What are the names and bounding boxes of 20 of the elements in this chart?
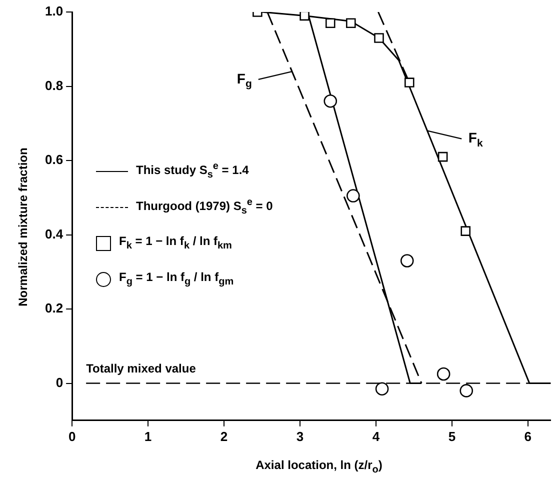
y-tick-label: 0.2 bbox=[44, 300, 64, 316]
x-tick-label: 2 bbox=[220, 428, 228, 444]
legend-label: F$_{k}$ = 1 − ln f$_{k}$ / ln f$_{km}$ bbox=[119, 234, 232, 252]
y-tick-label: 0.8 bbox=[44, 78, 64, 93]
legend-label: Thurgood (1979) S$_{s}$$^{e}$ = 0 bbox=[136, 197, 273, 217]
legend-label: F$_{g}$ = 1 − ln f$_{g}$ / ln f$_{gm}$ bbox=[119, 270, 234, 288]
x-axis-title: Axial location, ln (z/r$_{o}$) bbox=[254, 458, 384, 476]
y-tick-label: 0.6 bbox=[44, 152, 64, 168]
x-tick-label: 0 bbox=[68, 428, 76, 444]
x-tick-label: 1 bbox=[144, 428, 152, 444]
x-tick-label: 5 bbox=[448, 428, 456, 444]
y-tick-label: 0.4 bbox=[44, 226, 64, 242]
ref-line-label: Totally mixed value bbox=[86, 362, 196, 376]
x-tick-label: 3 bbox=[296, 428, 304, 444]
legend-label: This study S$_{s}$$^{e}$ = 1.4 bbox=[136, 161, 249, 181]
y-tick-label: 1.0 bbox=[44, 4, 64, 19]
x-tick-label: 4 bbox=[372, 428, 380, 444]
x-tick-label: 6 bbox=[524, 428, 532, 444]
y-axis-title: Normalized mixture fraction bbox=[16, 146, 30, 308]
y-tick-label: 0 bbox=[56, 374, 64, 390]
